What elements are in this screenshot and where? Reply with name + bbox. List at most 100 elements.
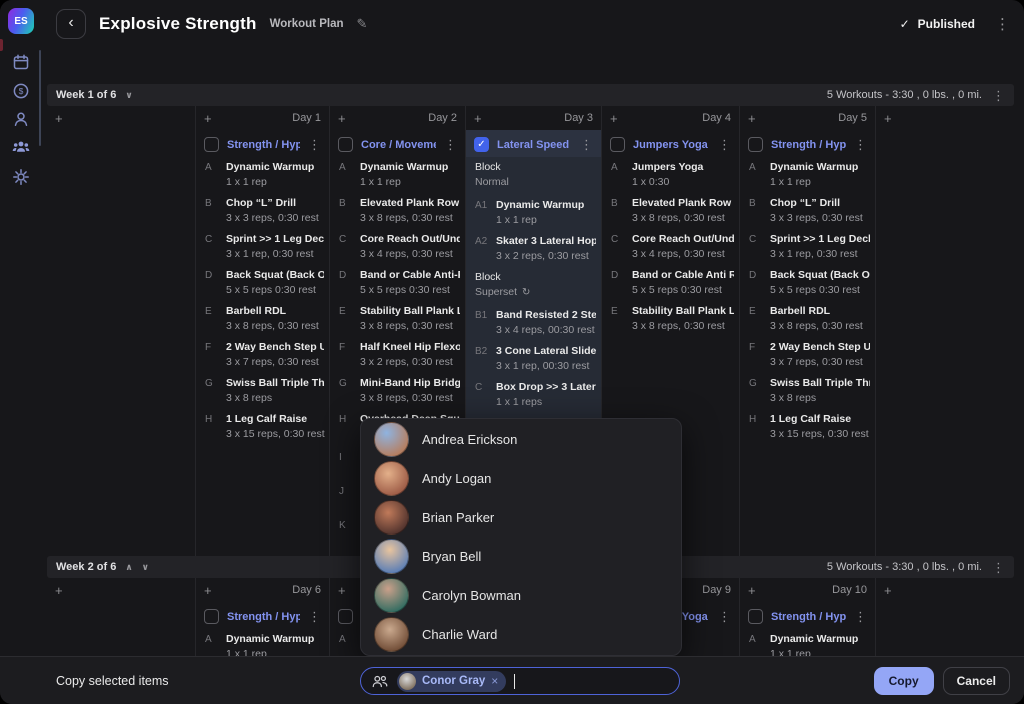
assign-athletes-input[interactable]: Conor Gray × — [360, 667, 680, 695]
add-workout-button[interactable]: + — [55, 582, 63, 598]
workout-checkbox[interactable] — [204, 609, 219, 624]
add-workout-button[interactable]: + — [884, 582, 892, 598]
athlete-option[interactable]: Andy Logan — [361, 459, 681, 498]
card-menu-icon[interactable]: ⋮ — [854, 609, 867, 624]
workout-title[interactable]: Strength / Hypertro... — [771, 610, 846, 623]
copy-button[interactable]: Copy — [873, 667, 934, 695]
exercise-row[interactable]: F 2 Way Bench Step Up 3 x 7 reps, 0:30 res… — [740, 341, 875, 369]
athlete-option[interactable]: Bryan Bell — [361, 537, 681, 576]
workout-title[interactable]: Core / Movement Q... — [361, 138, 436, 151]
header-menu-icon[interactable]: ⋮ — [995, 15, 1010, 33]
exercise-row[interactable]: C Core Reach Out/Under 3 x 4 reps, 0:30 re… — [330, 233, 465, 261]
workout-title[interactable]: Strength / Hypertro... — [771, 138, 846, 151]
exercise-row[interactable]: Block Superset ↻ — [466, 271, 601, 299]
workout-checkbox[interactable] — [610, 137, 625, 152]
exercise-row[interactable]: A — [330, 633, 465, 645]
workout-checkbox[interactable] — [748, 609, 763, 624]
exercise-row[interactable]: E Stability Ball Plank Linear ... 3 x 8 re… — [602, 305, 739, 333]
exercise-row[interactable]: E Stability Ball Plank Linear ... 3 x 8 re… — [330, 305, 465, 333]
workout-card-day10[interactable]: Strength / Hypertro... ⋮ A Dynamic Warmup… — [740, 602, 875, 656]
cancel-button[interactable]: Cancel — [942, 667, 1010, 695]
exercise-row[interactable]: B1 Band Resisted 2 Step Late... 3 x 4 reps… — [466, 309, 601, 337]
exercise-row[interactable]: D Back Squat (Back Off Set) 5 x 5 reps 0:3… — [740, 269, 875, 297]
workout-checkbox-checked[interactable]: ✓ — [474, 137, 489, 152]
exercise-row[interactable]: D Band or Cable Anti-Rotati... 5 x 5 reps … — [330, 269, 465, 297]
exercise-row[interactable]: C Core Reach Out/Under 3 x 4 reps, 0:30 re… — [602, 233, 739, 261]
exercise-row[interactable]: A Dynamic Warmup 1 x 1 rep — [740, 633, 875, 656]
add-workout-button[interactable]: + — [748, 582, 756, 598]
workout-title[interactable]: Strength / Hypertro... — [227, 610, 300, 623]
workout-title[interactable]: Lateral Speed / Plyo — [497, 138, 572, 151]
published-status[interactable]: ✓ Published — [900, 17, 975, 31]
chevron-down-icon[interactable]: ∨ — [141, 561, 149, 572]
workout-title[interactable]: Jumpers Yoga / Core — [633, 138, 710, 151]
athlete-option[interactable]: Brian Parker — [361, 498, 681, 537]
exercise-row[interactable]: A Dynamic Warmup 1 x 1 rep — [196, 633, 329, 656]
add-workout-button[interactable]: + — [610, 110, 618, 126]
exercise-row[interactable]: F 2 Way Bench Step Up 3 x 7 reps, 0:30 res… — [196, 341, 329, 369]
exercise-row[interactable]: B2 3 Cone Lateral Slide 3 x 1 rep, 00:30 r… — [466, 345, 601, 373]
exercise-row[interactable]: D Back Squat (Back Off Set) 5 x 5 reps 0:3… — [196, 269, 329, 297]
exercise-row[interactable]: A2 Skater 3 Lateral Hops >> ... 3 x 2 reps… — [466, 235, 601, 263]
add-workout-button[interactable]: + — [748, 110, 756, 126]
exercise-row[interactable]: C Sprint >> 1 Leg Declarations 3 x 1 rep, … — [196, 233, 329, 261]
workout-checkbox[interactable] — [338, 609, 353, 624]
add-workout-button[interactable]: + — [204, 582, 212, 598]
workout-title[interactable]: Strength / Hypertro... — [227, 138, 300, 151]
edit-pencil-icon[interactable]: ✎ — [356, 16, 368, 31]
athlete-chip[interactable]: Conor Gray × — [397, 670, 507, 692]
workout-card-day6[interactable]: Strength / Hypertro... ⋮ A Dynamic Warmup… — [196, 602, 329, 656]
card-menu-icon[interactable]: ⋮ — [444, 137, 457, 152]
exercise-row[interactable]: F Half Kneel Hip Flexor Rais... 3 x 2 reps… — [330, 341, 465, 369]
add-workout-button[interactable]: + — [55, 110, 63, 126]
card-menu-icon[interactable]: ⋮ — [308, 609, 321, 624]
add-workout-button[interactable]: + — [338, 582, 346, 598]
workout-checkbox[interactable] — [338, 137, 353, 152]
athlete-option[interactable]: Carolyn Bowman — [361, 576, 681, 615]
exercise-row[interactable]: G Mini-Band Hip Bridge w/ ... 3 x 8 reps, … — [330, 377, 465, 405]
exercise-row[interactable]: I↻ — [330, 451, 465, 477]
workout-card-day4[interactable]: Jumpers Yoga / Core ⋮ A Jumpers Yoga 1 x 0… — [602, 130, 739, 333]
exercise-row[interactable]: D Band or Cable Anti Rotati... 5 x 5 reps … — [602, 269, 739, 297]
workout-card-day5[interactable]: Strength / Hypertro... ⋮ A Dynamic Warmup… — [740, 130, 875, 441]
athlete-option[interactable]: Andrea Erickson — [361, 420, 681, 459]
exercise-row[interactable]: J↻ — [330, 485, 465, 511]
back-button[interactable]: ‹ — [56, 9, 86, 39]
add-workout-button[interactable]: + — [474, 110, 482, 126]
workout-card-day1[interactable]: Strength / Hypertro... ⋮ A Dynamic Warmup… — [196, 130, 329, 441]
card-menu-icon[interactable]: ⋮ — [308, 137, 321, 152]
billing-dollar-icon[interactable]: $ — [11, 81, 31, 101]
exercise-row[interactable]: C Sprint >> 1 Leg Declarations 3 x 1 rep, … — [740, 233, 875, 261]
exercise-row[interactable]: B Elevated Plank Row 3 x 8 reps, 0:30 rest… — [602, 197, 739, 225]
card-menu-icon[interactable]: ⋮ — [718, 137, 731, 152]
calendar-icon[interactable] — [11, 52, 31, 72]
add-workout-button[interactable]: + — [204, 110, 212, 126]
teams-group-icon[interactable] — [11, 137, 31, 157]
card-menu-icon[interactable]: ⋮ — [854, 137, 867, 152]
week2-menu-icon[interactable]: ⋮ — [992, 559, 1005, 575]
athlete-person-icon[interactable] — [11, 109, 31, 129]
add-workout-button[interactable]: + — [884, 110, 892, 126]
workout-checkbox[interactable] — [748, 137, 763, 152]
exercise-row[interactable]: B Elevated Plank Row 3 x 8 reps, 0:30 rest… — [330, 197, 465, 225]
add-workout-button[interactable]: + — [338, 110, 346, 126]
card-menu-icon[interactable]: ⋮ — [580, 137, 593, 152]
chevron-down-icon[interactable]: ∨ — [125, 89, 133, 100]
exercise-row[interactable]: K↻ — [330, 519, 465, 545]
card-menu-icon[interactable]: ⋮ — [718, 609, 731, 624]
athlete-option[interactable]: Charlie Ward — [361, 615, 681, 654]
workout-checkbox[interactable] — [204, 137, 219, 152]
